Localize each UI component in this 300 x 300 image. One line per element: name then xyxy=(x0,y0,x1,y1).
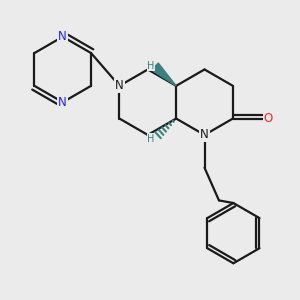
Text: N: N xyxy=(115,79,124,92)
Text: N: N xyxy=(58,96,67,109)
Text: N: N xyxy=(200,128,209,141)
Text: H: H xyxy=(147,134,155,144)
Polygon shape xyxy=(152,63,176,86)
Text: H: H xyxy=(147,61,155,70)
Text: N: N xyxy=(58,30,67,43)
Text: O: O xyxy=(264,112,273,125)
